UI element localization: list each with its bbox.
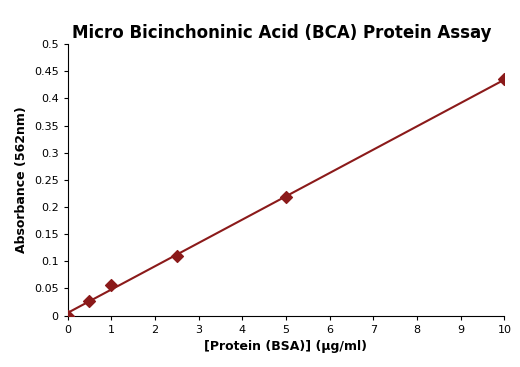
Point xyxy=(282,194,290,200)
Point xyxy=(85,299,94,305)
Y-axis label: Absorbance (562nm): Absorbance (562nm) xyxy=(15,106,28,253)
Point xyxy=(63,313,72,319)
Point xyxy=(500,76,509,82)
Point xyxy=(173,253,181,259)
Point xyxy=(107,282,115,288)
X-axis label: [Protein (BSA)] (μg/ml): [Protein (BSA)] (μg/ml) xyxy=(204,340,368,353)
Text: Micro Bicinchoninic Acid (BCA) Protein Assay: Micro Bicinchoninic Acid (BCA) Protein A… xyxy=(72,25,491,43)
